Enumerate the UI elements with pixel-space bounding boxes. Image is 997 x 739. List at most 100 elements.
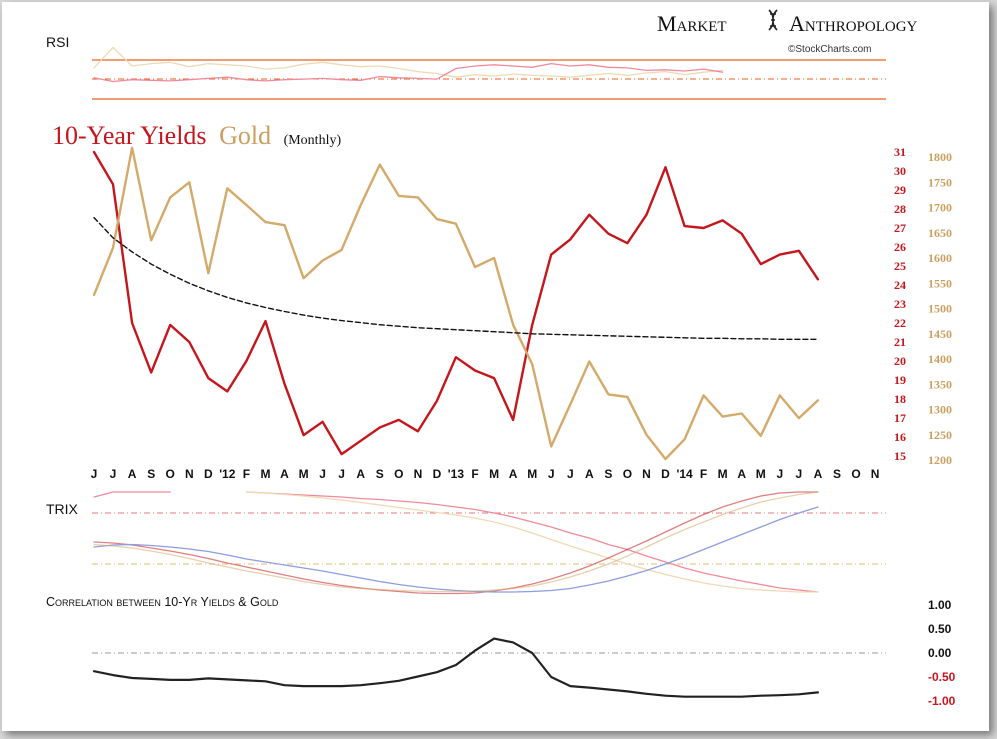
trix-series-2-point	[760, 495, 762, 497]
trix-series-4-point	[264, 573, 266, 575]
trix-series-3-point	[721, 541, 723, 543]
yields-tick-label: 19	[894, 373, 906, 387]
trix-series-3-point	[264, 561, 266, 563]
10-year-yields-line-point	[683, 225, 685, 227]
correlation-line-point	[188, 679, 190, 681]
gold-line-point	[207, 272, 209, 274]
month-tick-label: N	[871, 467, 880, 481]
trix-series-1-point	[702, 582, 704, 584]
correlation-line-point	[683, 696, 685, 698]
trix-lines	[93, 491, 819, 595]
10-year-yields-line-point	[93, 151, 95, 153]
correlation-line-point	[131, 677, 133, 679]
month-tick-label: M	[527, 467, 537, 481]
rsi-series-1-point	[112, 80, 114, 82]
gold-line-point	[512, 324, 514, 326]
trix-series-3	[93, 506, 819, 593]
10-year-yields-line-point	[264, 320, 266, 322]
correlation-line-point	[150, 678, 152, 680]
rsi-series-0-point	[417, 70, 419, 72]
month-tick-label: S	[376, 467, 384, 481]
trend-line-point	[721, 337, 723, 339]
rsi-bands	[92, 59, 886, 100]
title-gold: Gold	[219, 121, 271, 150]
10-year-yields-line-point	[741, 233, 743, 235]
correlation-line	[92, 637, 819, 698]
trix-series-4-point	[550, 581, 552, 583]
gold-line-point	[664, 458, 666, 460]
correlation-tick-label: 1.00	[928, 598, 952, 612]
gold-line-point	[455, 223, 457, 225]
10-year-yields-line-point	[702, 227, 704, 229]
trix-series-4-point	[417, 590, 419, 592]
yields-tick-label: 30	[894, 164, 906, 178]
trix-series-1-point	[531, 532, 533, 534]
gold-tick-label: 1200	[928, 453, 952, 467]
correlation-tick-label: 0.00	[928, 646, 952, 660]
trend-line-point	[283, 310, 285, 312]
month-tick-label: M	[756, 467, 766, 481]
correlation-tick-label: -1.00	[928, 694, 956, 708]
trix-series-2-point	[283, 574, 285, 576]
trix-series-4-point	[779, 497, 781, 499]
gold-tick-label: 1400	[928, 352, 952, 366]
correlation-line-point	[474, 649, 476, 651]
brand-name-left: Market	[657, 11, 727, 36]
trix-series-4-point	[188, 557, 190, 559]
gold-tick-label: 1650	[928, 226, 952, 240]
correlation-line-point	[245, 679, 247, 681]
brand-header: Market Anthropology ©StockCharts.com	[657, 9, 918, 55]
trix-series-4-point	[607, 563, 609, 565]
correlation-line-point	[721, 696, 723, 698]
rsi-series-0-point	[340, 64, 342, 66]
month-tick-label: J	[548, 467, 555, 481]
month-tick-label: J	[338, 467, 345, 481]
10-year-yields-line-point	[321, 421, 323, 423]
trix-series-1-point	[360, 501, 362, 503]
yields-axis: 31 30 29 28 27 26 25 24 23 22 21 20 19 18 17 16 15	[894, 145, 906, 463]
trend-line-point	[340, 319, 342, 321]
rsi-series-0-point	[531, 74, 533, 76]
gold-line-point	[302, 277, 304, 279]
gold-line-point	[721, 415, 723, 417]
gold-tick-label: 1750	[928, 175, 952, 189]
rsi-series-0-point	[702, 71, 704, 73]
trix-series-2-point	[207, 557, 209, 559]
month-tick-label: D	[204, 467, 213, 481]
trix-series-1-point	[550, 538, 552, 540]
month-tick-label: A	[509, 467, 518, 481]
trix-series-3-point	[321, 570, 323, 572]
month-tick-label: '14	[676, 467, 693, 481]
10-year-yields-line-point	[340, 453, 342, 455]
gold-line-point	[169, 196, 171, 198]
gold-line-point	[379, 163, 381, 165]
rsi-series-0-point	[474, 74, 476, 76]
dna-helix-icon	[768, 9, 778, 31]
rsi-series-1-point	[169, 80, 171, 82]
month-tick-label: O	[394, 467, 403, 481]
trix-series-3-point	[607, 580, 609, 582]
yields-tick-label: 31	[894, 145, 906, 159]
trix-series-4-point	[817, 491, 819, 493]
10-year-yields-line-point	[474, 369, 476, 371]
correlation-line-point	[531, 652, 533, 654]
trix-series-1-point	[283, 493, 285, 495]
correlation-line-point	[664, 695, 666, 697]
correlation-line-point	[169, 679, 171, 681]
gold-line-point	[398, 195, 400, 197]
yields-tick-label: 25	[894, 259, 906, 273]
trix-series-2-point	[150, 547, 152, 549]
gold-axis: 1800 1750 1700 1650 1600 1550 1500 1450 1400 1350…	[928, 150, 952, 467]
gold-line-point	[283, 224, 285, 226]
trix-series-3-point	[340, 573, 342, 575]
trix-series-1-point	[474, 517, 476, 519]
yields-tick-label: 15	[894, 449, 906, 463]
trix-series-3-point	[626, 575, 628, 577]
gold-line-point	[741, 412, 743, 414]
trix-series-2-point	[779, 492, 781, 494]
trix-series-3-point	[207, 550, 209, 552]
rsi-series-0-point	[455, 76, 457, 78]
correlation-line-point	[760, 695, 762, 697]
gold-line-point	[131, 147, 133, 149]
trend-line-point	[360, 321, 362, 323]
